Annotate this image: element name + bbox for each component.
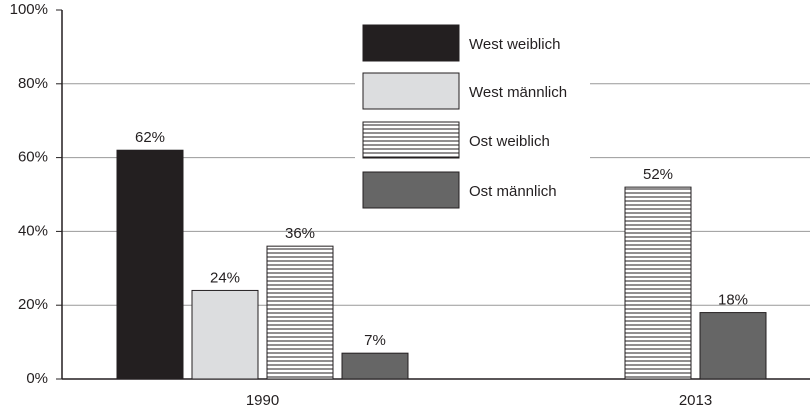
value-label: 24% [210,269,240,286]
bar [191,289,259,380]
y-tick-label: 60% [18,149,48,166]
legend-label: West weiblich [469,36,560,53]
y-tick-label: 100% [10,1,48,18]
legend-label: Ost männlich [469,183,557,200]
value-label: 62% [135,129,165,146]
legend-label: Ost weiblich [469,133,550,150]
value-label: 18% [718,292,748,309]
value-label: 36% [285,225,315,242]
y-tick-label: 0% [26,370,48,387]
x-tick-label: 2013 [679,392,712,409]
legend-swatch [362,171,460,209]
y-tick-label: 20% [18,296,48,313]
bar [116,149,184,380]
x-tick-label: 1990 [246,392,279,409]
legend-swatch [362,24,460,62]
legend-swatch [362,121,460,159]
value-label: 52% [643,166,673,183]
legend-swatch [362,72,460,110]
bar [699,312,767,380]
y-tick-label: 40% [18,222,48,239]
bar [266,245,334,380]
legend-label: West männlich [469,84,567,101]
value-label: 7% [364,332,386,349]
bar [341,352,409,380]
y-tick-label: 80% [18,75,48,92]
bar [624,186,692,380]
